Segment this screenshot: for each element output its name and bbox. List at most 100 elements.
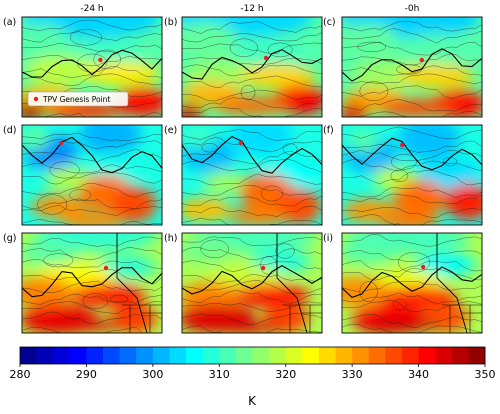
contour-line — [22, 205, 162, 216]
colorbar-segment — [152, 347, 170, 364]
temperature-region — [22, 240, 80, 265]
contour-line — [342, 234, 482, 247]
colorbar-segment — [285, 347, 303, 364]
contour-line — [182, 159, 322, 173]
contour-line — [22, 42, 162, 54]
contour-line — [342, 170, 482, 186]
coastline — [342, 266, 482, 299]
temperature-region — [84, 61, 162, 86]
temperature-region — [47, 319, 125, 332]
contour-line — [22, 172, 162, 185]
contour-loop — [261, 185, 283, 202]
legend-marker — [33, 96, 39, 102]
colorbar-segment — [451, 347, 469, 364]
contour-line — [22, 163, 162, 174]
contour-line — [342, 193, 482, 205]
contour-line — [342, 300, 482, 313]
colorbar-segment — [302, 347, 320, 364]
temperature-region — [213, 96, 291, 115]
column-title-1: -24 h — [80, 4, 103, 14]
panel-label-e: (e) — [164, 125, 177, 136]
panel-label-a: (a) — [3, 17, 16, 28]
genesis-point — [103, 265, 109, 271]
panel — [341, 232, 483, 334]
contour-line — [182, 205, 322, 217]
temperature-region — [414, 252, 477, 277]
contour-loop — [82, 293, 109, 309]
contour-loop — [93, 49, 121, 70]
colorbar-tick-label: 280 — [10, 368, 31, 381]
contour-line — [182, 42, 322, 54]
contour-line — [22, 132, 162, 141]
colorbar-tick-label: 350 — [475, 368, 496, 381]
column-title-2: -12 h — [240, 4, 263, 14]
temperature-region — [22, 277, 74, 308]
contour-line — [182, 173, 322, 186]
contour-line — [22, 182, 162, 198]
contour-line — [342, 260, 482, 272]
temperature-region — [342, 276, 390, 307]
contour-line — [342, 281, 482, 293]
temperature-region — [342, 240, 400, 265]
colorbar-segment — [103, 347, 120, 364]
contour-loop — [390, 169, 409, 182]
border-line — [116, 233, 148, 333]
legend-box — [27, 91, 129, 107]
genesis-point — [238, 140, 243, 146]
temperature-region — [392, 180, 447, 217]
contour-line — [342, 187, 482, 199]
contour-line — [342, 250, 482, 263]
temperature-region — [444, 183, 482, 220]
panel — [21, 124, 163, 226]
colorbar-segment — [86, 347, 104, 364]
contour-loop — [275, 243, 295, 259]
state-lines — [442, 304, 482, 333]
contour-loop — [282, 143, 298, 155]
panels — [21, 16, 483, 334]
contour-loop — [357, 41, 386, 53]
temperature-region — [378, 98, 456, 117]
coastline — [342, 137, 482, 171]
colorbar-segment — [69, 347, 87, 364]
contour-loop — [240, 84, 256, 101]
contour-loop — [201, 143, 218, 153]
contour-line — [22, 301, 162, 315]
contour-line — [182, 128, 322, 141]
panel-label-d: (d) — [3, 125, 16, 136]
contour-loop — [70, 29, 102, 46]
coastline — [182, 264, 322, 295]
contour-line — [342, 159, 482, 172]
contour-line — [182, 274, 322, 285]
colorbar: 280 290 300 310 320 330 340 350 — [10, 346, 496, 381]
temperature-region — [79, 125, 142, 155]
colorbar-frame — [19, 346, 486, 365]
contour-line — [182, 97, 322, 109]
contour-line — [22, 31, 162, 43]
panel-frame — [21, 124, 163, 226]
panel-label-c: (c) — [323, 17, 336, 28]
temperature-region — [62, 212, 125, 225]
panel-frame — [341, 232, 483, 334]
contour-line — [182, 301, 322, 312]
temperature-region — [24, 55, 101, 86]
contour-loop — [391, 153, 417, 170]
contour-loop — [110, 294, 128, 304]
contour-line — [342, 126, 482, 140]
panel — [341, 124, 483, 226]
panel — [181, 232, 323, 334]
contour-line — [182, 280, 322, 294]
genesis-point — [400, 142, 405, 148]
colorbar-segment — [368, 347, 386, 364]
contour-line — [182, 75, 322, 89]
contour-loop — [398, 252, 431, 273]
contour-line — [342, 314, 482, 328]
coastline — [22, 49, 162, 78]
contour-line — [182, 21, 322, 34]
colorbar-segment — [235, 347, 253, 364]
contour-line — [342, 292, 482, 305]
colorbar-segment — [219, 347, 237, 364]
contour-loop — [359, 81, 389, 102]
panel-frame — [21, 232, 163, 334]
contour-line — [22, 311, 162, 324]
colorbar-segment — [418, 347, 436, 364]
